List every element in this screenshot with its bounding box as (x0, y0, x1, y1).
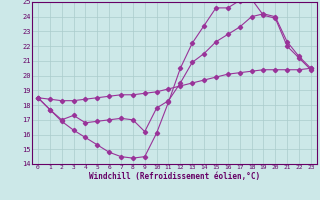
X-axis label: Windchill (Refroidissement éolien,°C): Windchill (Refroidissement éolien,°C) (89, 172, 260, 181)
